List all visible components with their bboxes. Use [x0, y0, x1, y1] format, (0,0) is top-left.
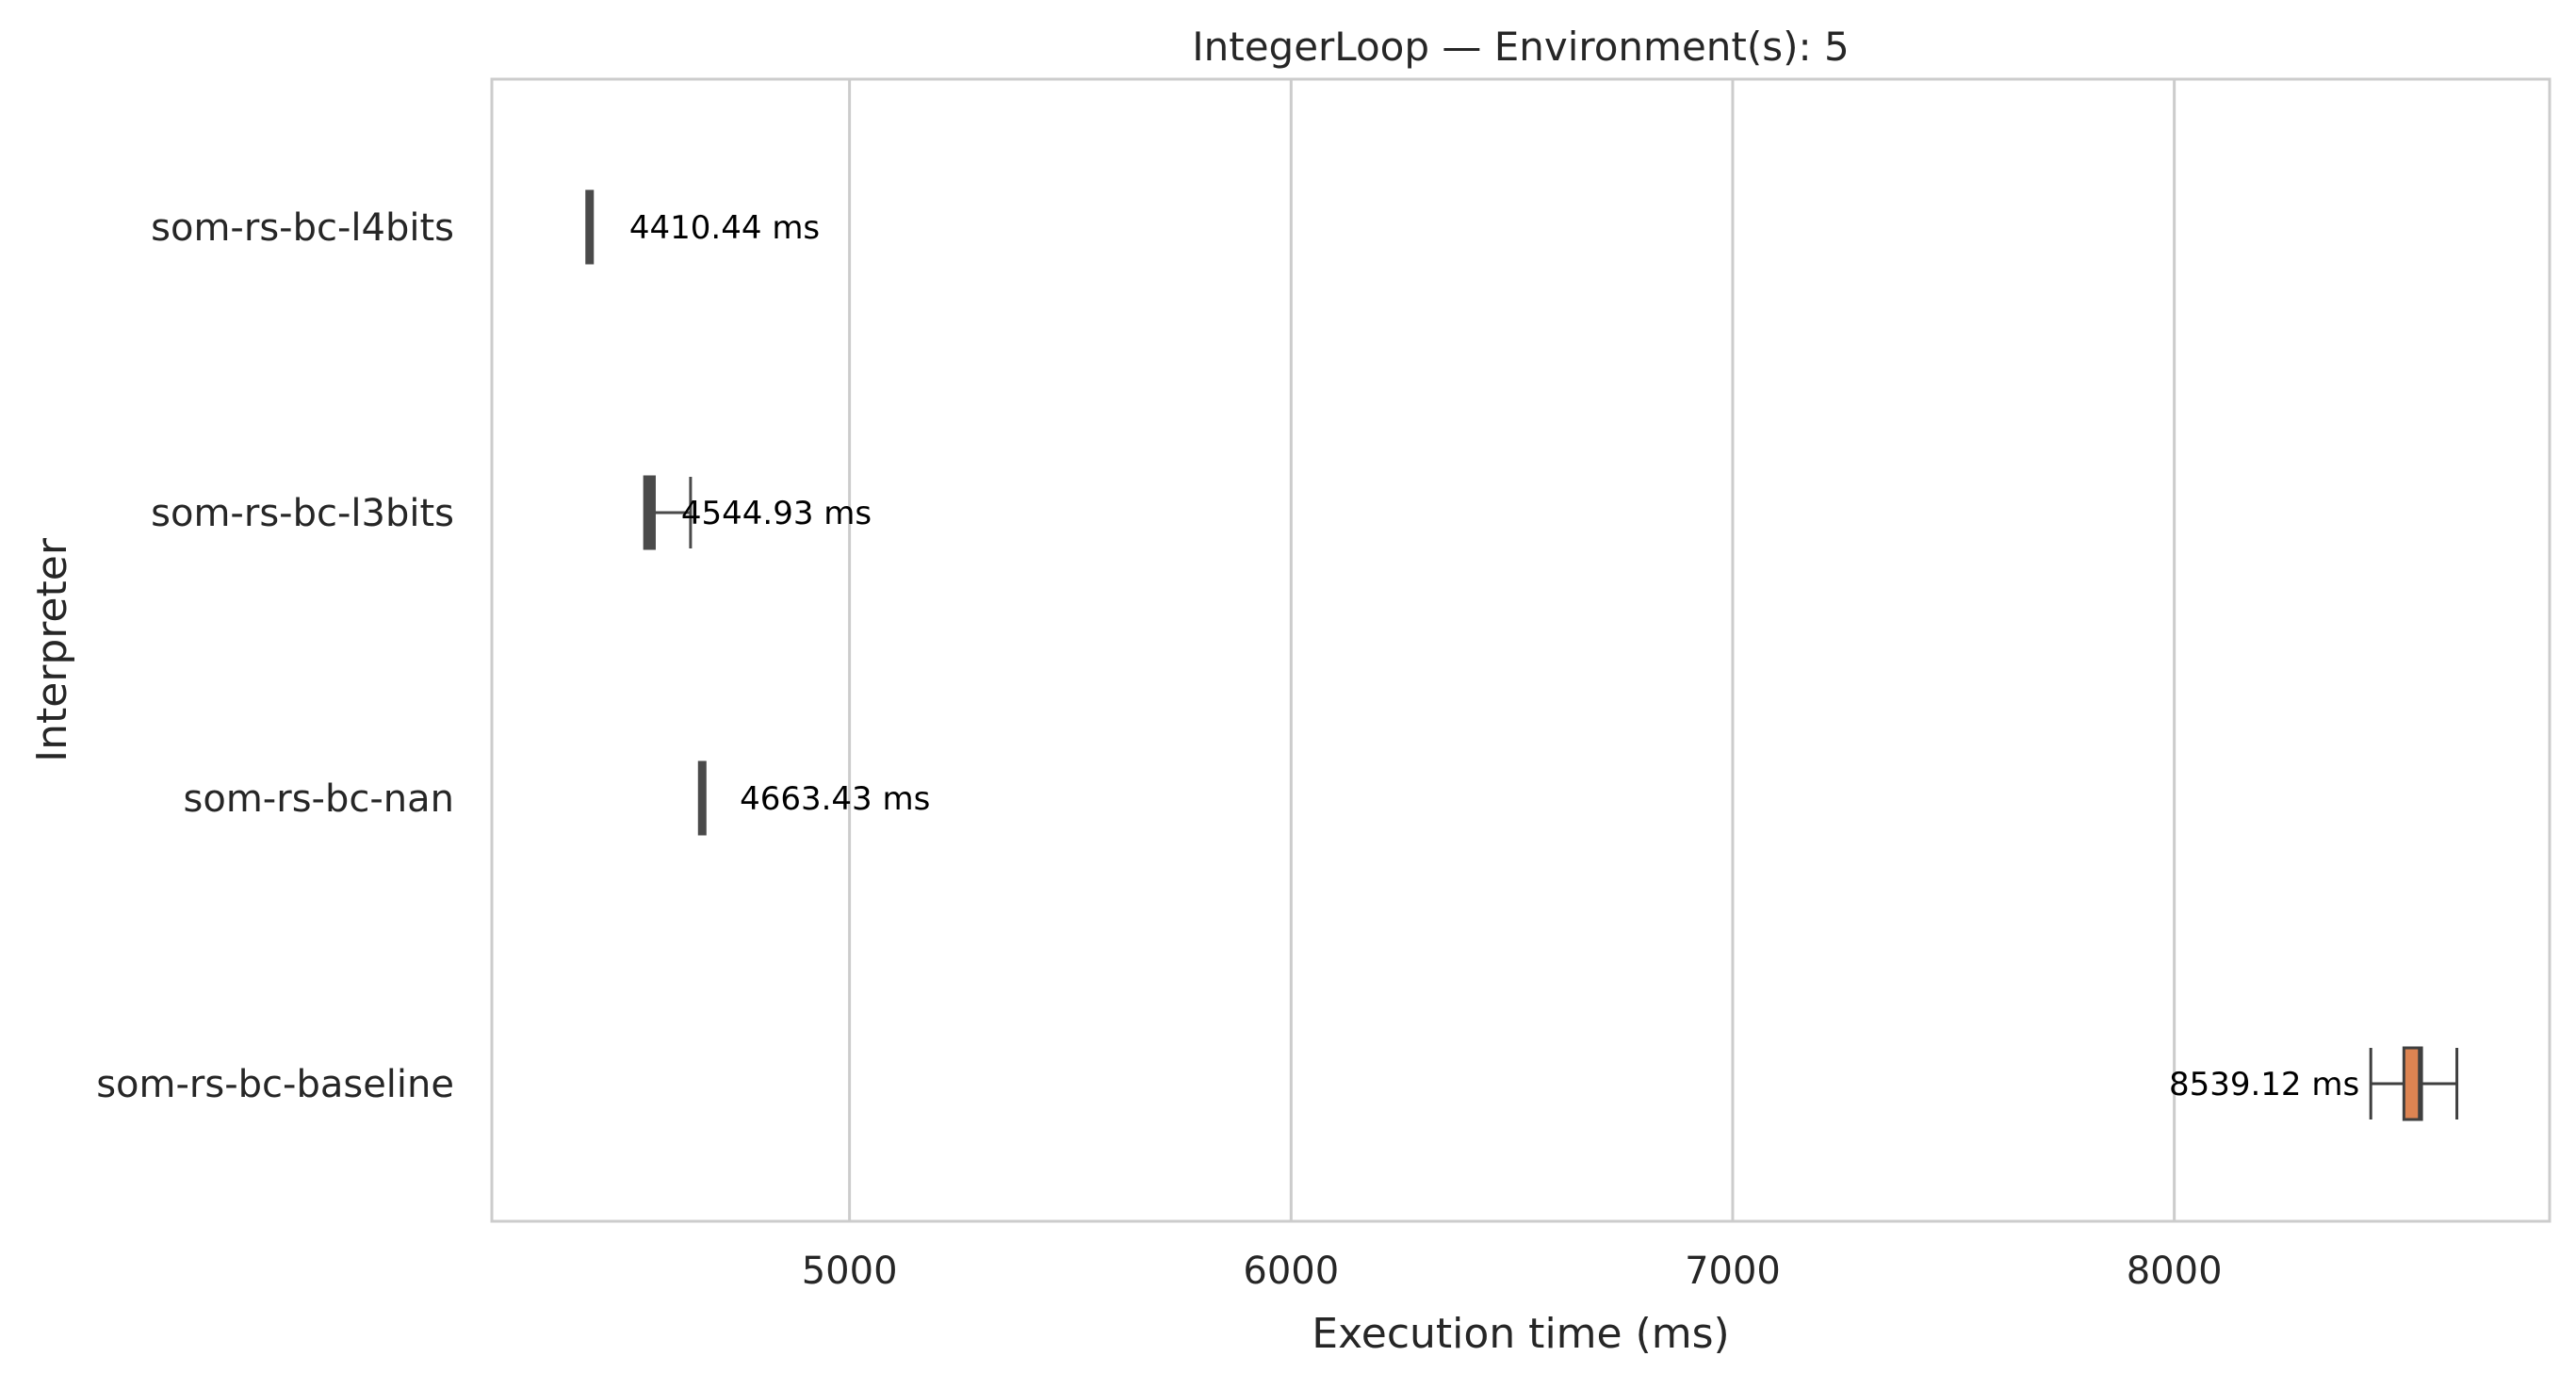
- x-axis-title: Execution time (ms): [1312, 1310, 1729, 1358]
- y-category-label: som-rs-bc-l3bits: [151, 492, 454, 535]
- y-category-labels: som-rs-bc-l4bits som-rs-bc-l3bits som-rs-b…: [96, 206, 454, 1106]
- median-annotation: 4663.43 ms: [740, 780, 930, 818]
- box-iqr: [2402, 1046, 2423, 1121]
- y-category-label: som-rs-bc-l4bits: [151, 206, 454, 250]
- y-category-label: som-rs-bc-baseline: [96, 1063, 454, 1106]
- median-annotation: 8539.12 ms: [2169, 1066, 2359, 1103]
- box-series: 4410.44 ms 4544.93 ms 4663.43 ms 8539.12 ms: [585, 189, 2459, 1121]
- y-axis-title: Interpreter: [28, 537, 76, 762]
- x-tick-label: 7000: [1685, 1250, 1781, 1293]
- y-category-label: som-rs-bc-nan: [184, 777, 454, 821]
- x-tick-labels: 5000 6000 7000 8000: [802, 1250, 2223, 1293]
- x-tick-label: 5000: [802, 1250, 898, 1293]
- x-tick-label: 8000: [2127, 1250, 2223, 1293]
- box-group: 4663.43 ms: [697, 760, 930, 836]
- gridlines: [848, 79, 2177, 1221]
- x-tick-label: 6000: [1243, 1250, 1339, 1293]
- box-group: 8539.12 ms: [2169, 1046, 2459, 1121]
- chart-title: IntegerLoop — Environment(s): 5: [1192, 24, 1850, 70]
- box-group: 4544.93 ms: [643, 475, 872, 550]
- median-annotation: 4544.93 ms: [681, 495, 872, 532]
- median-annotation: 4410.44 ms: [629, 209, 820, 247]
- plot-area: [490, 77, 2552, 1223]
- box-group: 4410.44 ms: [585, 189, 820, 265]
